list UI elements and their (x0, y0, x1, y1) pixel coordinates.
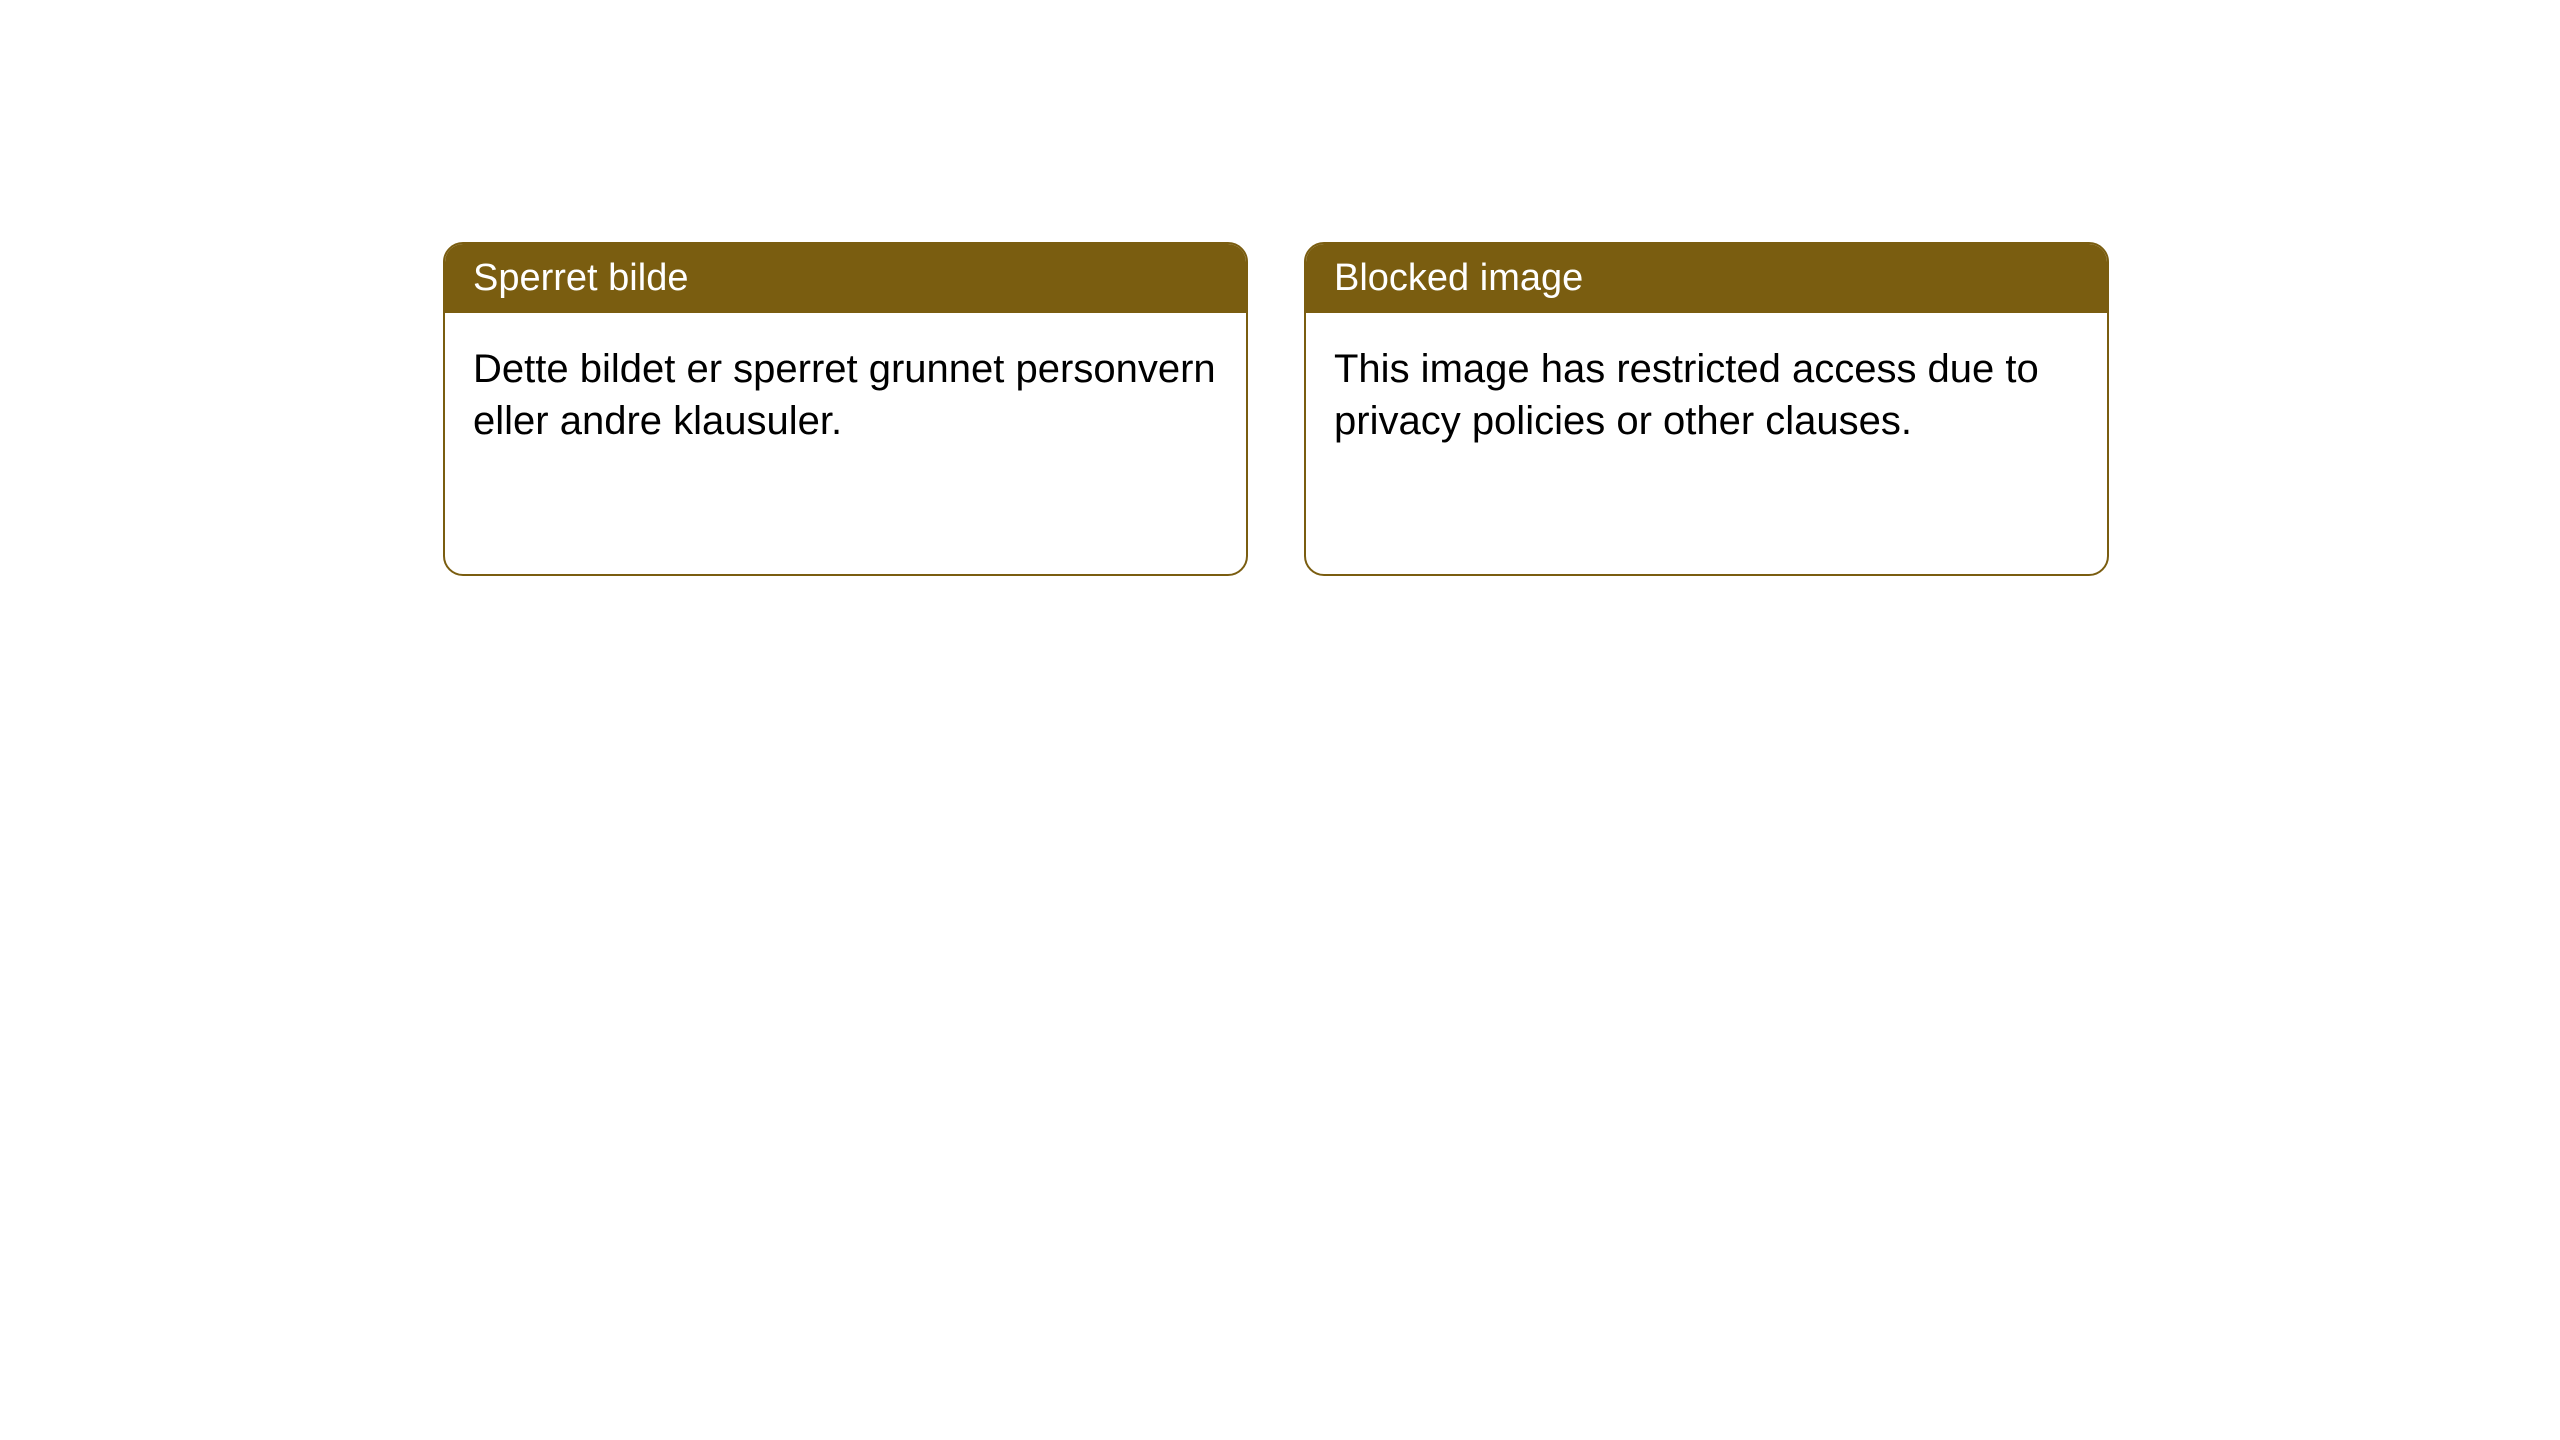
notice-body: This image has restricted access due to … (1306, 313, 2107, 477)
notice-title: Sperret bilde (445, 244, 1246, 313)
notice-card-norwegian: Sperret bilde Dette bildet er sperret gr… (443, 242, 1248, 576)
notice-title: Blocked image (1306, 244, 2107, 313)
notice-body: Dette bildet er sperret grunnet personve… (445, 313, 1246, 477)
notice-card-english: Blocked image This image has restricted … (1304, 242, 2109, 576)
notice-container: Sperret bilde Dette bildet er sperret gr… (443, 242, 2109, 576)
